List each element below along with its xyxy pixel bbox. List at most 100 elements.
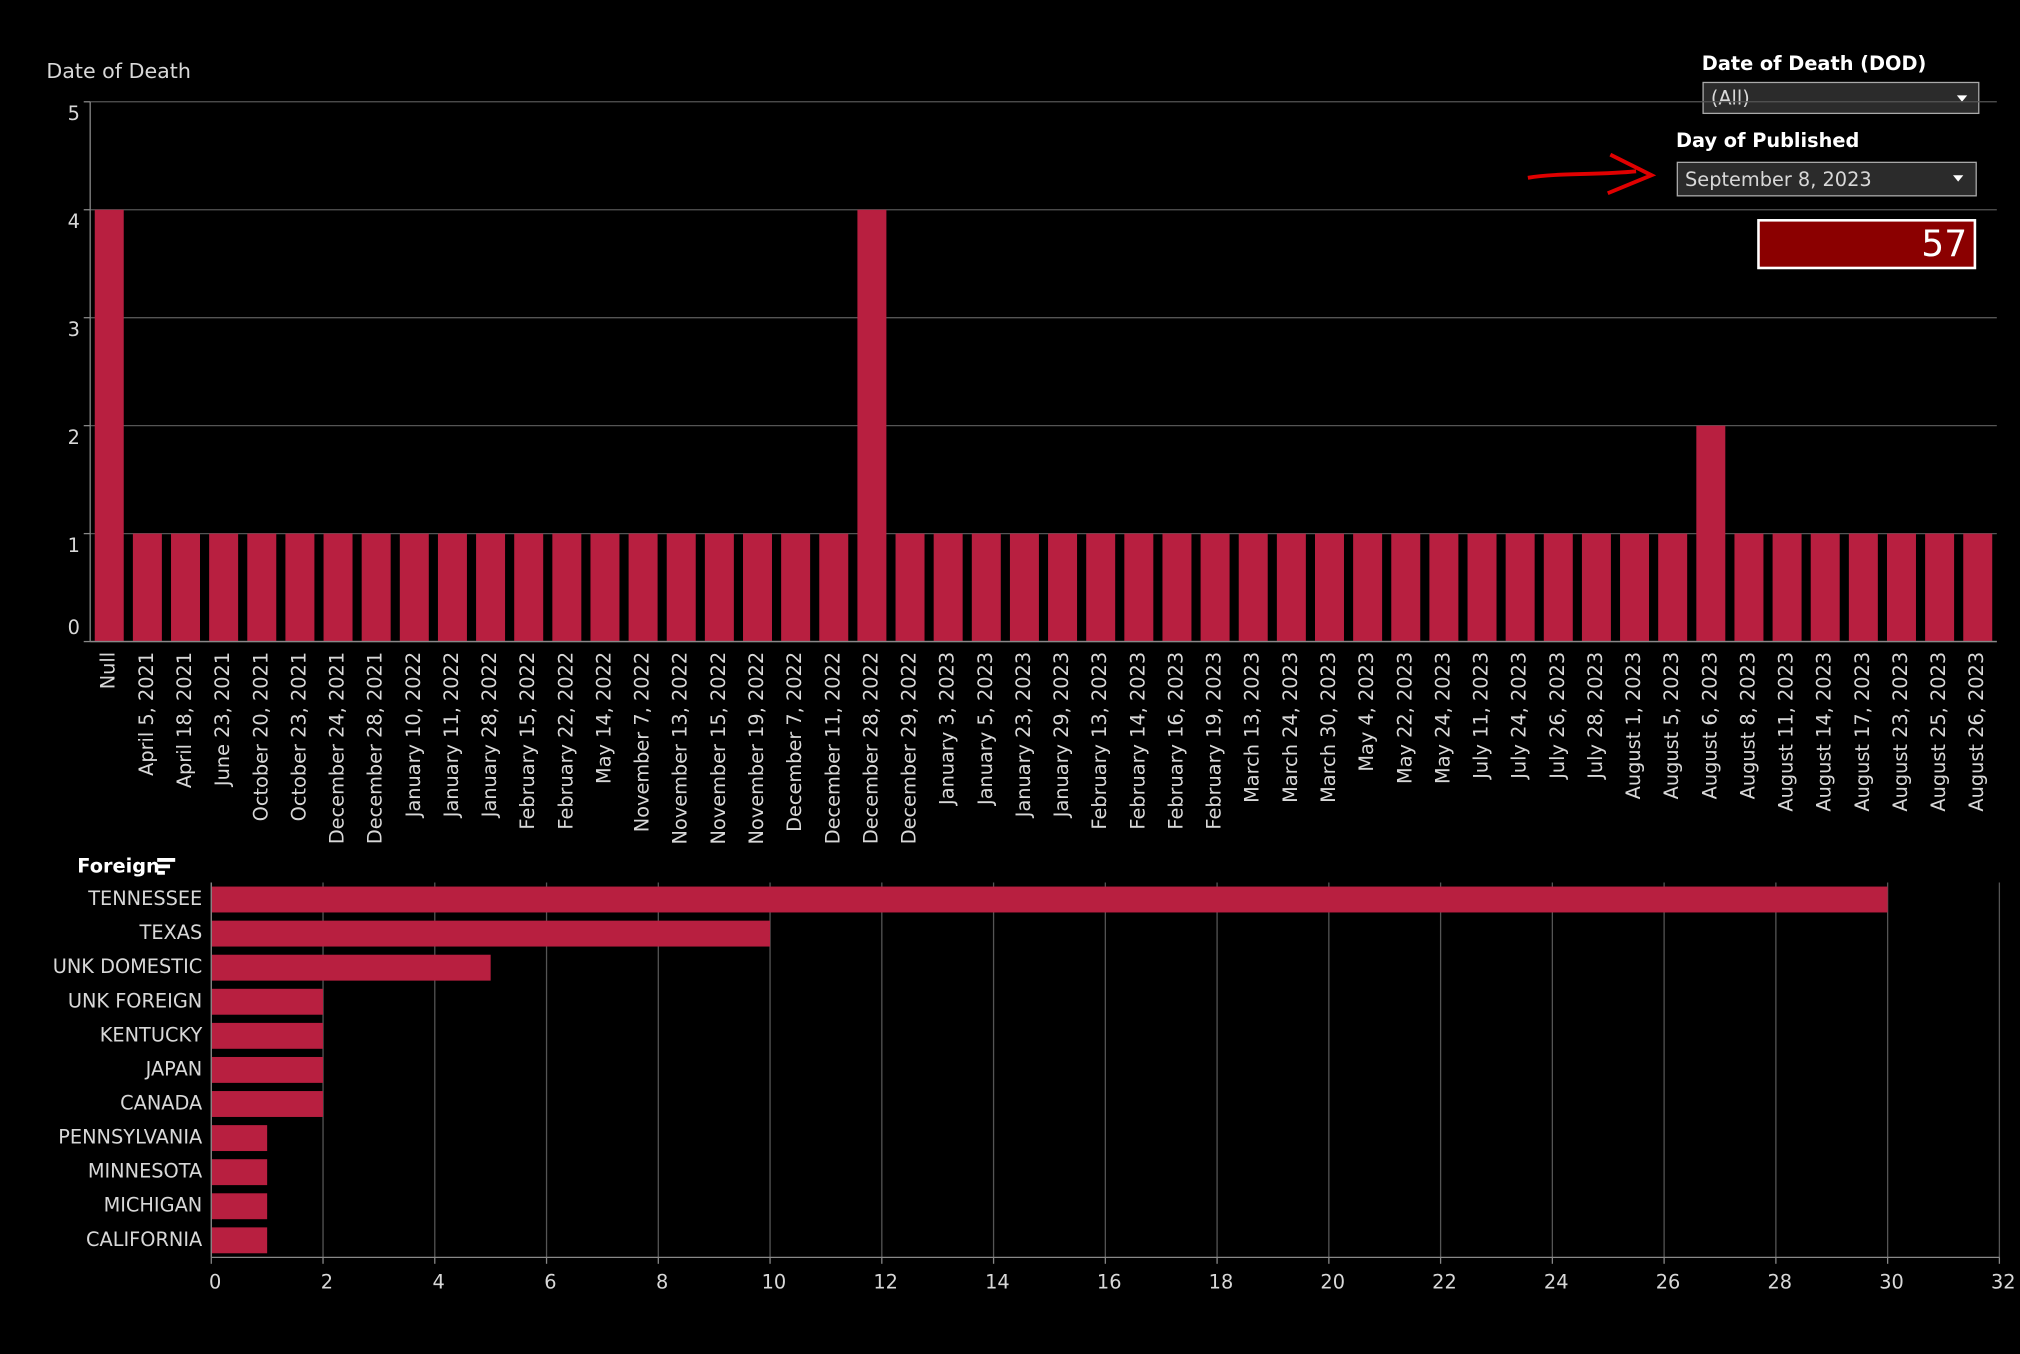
y-tick-label: 1 [68, 534, 80, 557]
x-tick-label: December 28, 2022 [859, 652, 882, 844]
bar [211, 1022, 324, 1049]
bar [211, 886, 1888, 913]
bar [1925, 533, 1955, 642]
x-tick-label: January 28, 2022 [478, 652, 501, 818]
x-tick-label: August 11, 2023 [1775, 652, 1798, 812]
bar [1772, 533, 1802, 642]
bar [209, 533, 239, 642]
x-tick-label: 32 [1991, 1271, 2016, 1294]
bar [94, 209, 124, 642]
bar [399, 533, 429, 642]
x-tick-label: 20 [1320, 1271, 1345, 1294]
bar [1734, 533, 1764, 642]
bar [211, 1125, 268, 1152]
y-tick-label: 4 [68, 210, 80, 233]
y-tick-label: UNK FOREIGN [68, 989, 202, 1012]
x-tick-label: December 7, 2022 [783, 652, 806, 832]
x-tick-label: July 26, 2023 [1546, 652, 1569, 780]
x-tick-label: 12 [873, 1271, 898, 1294]
bar [1353, 533, 1383, 642]
x-tick-label: 28 [1767, 1271, 1792, 1294]
x-tick-label: May 24, 2023 [1431, 652, 1454, 784]
x-tick-label: January 23, 2023 [1012, 652, 1035, 818]
y-tick-label: 0 [68, 616, 80, 639]
x-tick-label: July 24, 2023 [1508, 652, 1531, 780]
x-tick-label: March 13, 2023 [1241, 652, 1264, 803]
bar [211, 1227, 268, 1254]
annotation-arrow [1527, 152, 1657, 196]
y-tick-label: MINNESOTA [88, 1160, 203, 1183]
x-tick-label: January 29, 2023 [1050, 652, 1073, 818]
bar [933, 533, 963, 642]
chart-title: Date of Death [46, 59, 191, 83]
bar [743, 533, 772, 642]
x-tick-label: August 6, 2023 [1698, 652, 1721, 799]
y-tick-label: 2 [68, 426, 80, 449]
bar [819, 533, 849, 642]
x-tick-label: June 23, 2021 [211, 652, 234, 787]
filter-dropdown[interactable] [1702, 81, 1980, 115]
bar [211, 954, 491, 981]
x-tick-label: 18 [1209, 1271, 1234, 1294]
x-tick-label: February 19, 2023 [1203, 652, 1226, 830]
bar [323, 533, 353, 642]
bar [437, 533, 467, 642]
kpi-value: 57 [1921, 223, 1967, 265]
x-tick-label: 30 [1879, 1271, 1904, 1294]
y-tick-label: UNK DOMESTIC [53, 955, 203, 978]
bar [361, 533, 391, 642]
x-tick-label: August 25, 2023 [1927, 652, 1950, 812]
bar [704, 533, 734, 642]
bar [171, 533, 201, 642]
x-tick-label: May 14, 2022 [592, 652, 615, 784]
bar [1505, 533, 1535, 642]
x-tick-label: 4 [433, 1271, 445, 1294]
bar [1276, 533, 1306, 642]
x-tick-label: 8 [656, 1271, 668, 1294]
x-tick-label: August 8, 2023 [1736, 652, 1759, 799]
bar [781, 533, 811, 642]
y-tick-label: TEXAS [139, 921, 203, 944]
x-tick-label: December 24, 2021 [326, 652, 349, 844]
x-tick-label: August 23, 2023 [1889, 652, 1912, 812]
y-tick-label: PENNSYLVANIA [58, 1126, 203, 1149]
bar [514, 533, 544, 642]
bar [211, 988, 324, 1015]
x-tick-label: February 15, 2022 [516, 652, 539, 830]
x-tick-label: April 5, 2021 [135, 652, 158, 776]
x-tick-label: 10 [762, 1271, 787, 1294]
filter-value: (All) [1711, 87, 1750, 110]
filter-label: Day of Published [1676, 129, 1859, 152]
dropdown-arrow [1956, 95, 1968, 102]
x-tick-label: January 3, 2023 [936, 652, 959, 806]
dropdown-arrow [1953, 175, 1964, 182]
x-tick-label: November 15, 2022 [707, 652, 730, 845]
bar [1886, 533, 1916, 642]
x-tick-label: August 1, 2023 [1622, 652, 1645, 799]
bar [1696, 425, 1726, 642]
bar [1200, 533, 1230, 642]
x-tick-label: July 28, 2023 [1584, 652, 1607, 780]
x-tick-label: February 22, 2022 [554, 652, 577, 830]
bar [211, 1056, 324, 1083]
x-tick-label: 16 [1097, 1271, 1122, 1294]
sort-icon[interactable] [157, 858, 176, 875]
x-tick-label: August 14, 2023 [1813, 652, 1836, 812]
y-tick-label: TENNESSEE [87, 887, 202, 910]
x-tick-label: February 16, 2023 [1164, 652, 1187, 830]
bar [1467, 533, 1497, 642]
y-tick-label: MICHIGAN [104, 1194, 203, 1217]
bar [211, 1193, 268, 1220]
x-tick-label: November 19, 2022 [745, 652, 768, 845]
x-tick-label: 22 [1432, 1271, 1457, 1294]
x-tick-label: May 4, 2023 [1355, 652, 1378, 772]
filter-dropdown[interactable] [1676, 161, 1977, 197]
bar [1314, 533, 1344, 642]
bar [628, 533, 658, 642]
x-tick-label: March 30, 2023 [1317, 652, 1340, 803]
bar [1581, 533, 1611, 642]
kpi-box [1757, 219, 1977, 270]
filter-label: Date of Death (DOD) [1702, 52, 1927, 75]
bar [1048, 533, 1078, 642]
